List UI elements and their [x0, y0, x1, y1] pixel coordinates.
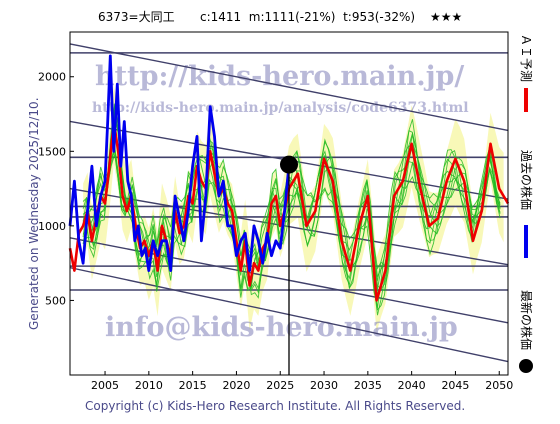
x-axis: 2005 2010 2015 2020 2025 2030 2035 2040 2045 2050 [91, 371, 513, 392]
trend-line [69, 43, 509, 132]
legend-latest-label: 最新の株価 [519, 290, 534, 350]
latest-layer [280, 155, 298, 375]
y-axis: 500 1000 1500 2000 [38, 71, 74, 307]
x-tick-label: 2010 [135, 379, 163, 392]
legend-forecast-label: ＡＩ予測 [519, 34, 533, 82]
legend: ＡＩ予測 過去の株価 最新の株価 [519, 34, 534, 373]
x-tick-label: 2025 [266, 379, 294, 392]
x-tick-label: 2030 [310, 379, 338, 392]
latest-price-marker [280, 155, 298, 174]
ensemble-line [82, 154, 501, 308]
x-tick-label: 2005 [91, 379, 119, 392]
watermark-analysis-url: http://kids-hero.main.jp/analysis/code63… [92, 100, 469, 116]
price-line [68, 54, 291, 273]
y-tick-label: 1500 [38, 145, 66, 158]
x-tick-label: 2035 [354, 379, 382, 392]
x-tick-label: 2015 [179, 379, 207, 392]
watermark-email: info@kids-hero.main.jp [105, 312, 458, 343]
legend-latest-marker [519, 359, 533, 373]
series-layer [68, 54, 510, 302]
x-tick-label: 2045 [441, 379, 469, 392]
generated-caption: Generated on Wednesday 2025/12/10. [27, 97, 41, 330]
y-tick-label: 500 [45, 294, 66, 307]
watermark-url: http://kids-hero.main.jp/ [95, 61, 464, 92]
forecast-line [68, 120, 510, 302]
y-tick-label: 2000 [38, 71, 66, 84]
footer-copyright: Copyright (c) Kids-Hero Research Institu… [85, 399, 465, 413]
plot-area: http://kids-hero.main.jp/ http://kids-he… [68, 31, 510, 376]
x-tick-label: 2020 [222, 379, 250, 392]
x-tick-label: 2050 [485, 379, 513, 392]
header-code-name: 6373=大同工 [98, 10, 175, 24]
y-tick-label: 1000 [38, 220, 66, 233]
header-stars: ★★★ [430, 10, 462, 24]
ensemble-line [82, 119, 501, 299]
legend-past-label: 過去の株価 [519, 150, 534, 210]
x-tick-label: 2040 [398, 379, 426, 392]
plot-frame [69, 31, 509, 376]
ensemble-line [82, 111, 501, 316]
header-stats: c:1411 m:1111(-21%) t:953(-32%) [200, 10, 415, 24]
